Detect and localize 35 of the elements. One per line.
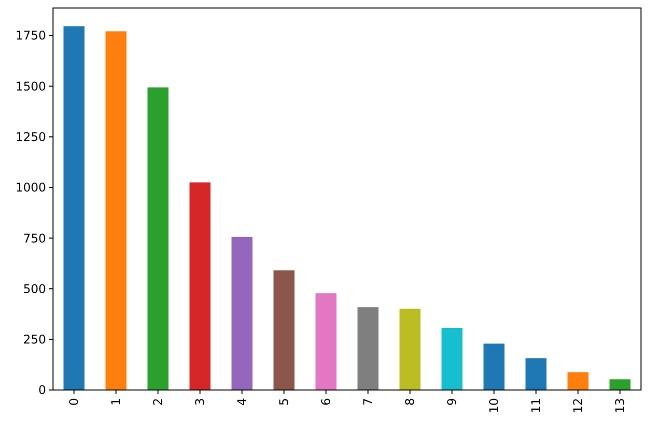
- y-tick-label: 1000: [15, 180, 46, 195]
- x-tick-label: 8: [403, 398, 418, 406]
- x-tick-label: 12: [571, 398, 586, 414]
- x-tick-label: 11: [529, 398, 544, 414]
- bar: [484, 344, 504, 390]
- bar: [442, 328, 462, 390]
- bar: [316, 293, 336, 390]
- bar: [358, 307, 378, 390]
- y-tick-label: 1750: [15, 28, 46, 43]
- bar: [274, 270, 294, 390]
- y-tick-label: 250: [23, 332, 46, 347]
- x-tick-label: 0: [67, 398, 82, 406]
- x-tick-label: 3: [193, 398, 208, 406]
- y-tick-label: 500: [23, 282, 46, 296]
- bar: [190, 182, 210, 390]
- bar: [232, 236, 252, 390]
- y-tick-label: 1250: [15, 130, 46, 144]
- bar: [526, 358, 546, 390]
- x-tick-label: 9: [445, 398, 460, 406]
- bar: [610, 379, 630, 390]
- x-tick-label: 1: [109, 398, 124, 406]
- bar: [400, 308, 420, 390]
- y-tick-label: 1500: [15, 79, 46, 94]
- x-tick-label: 13: [613, 398, 628, 414]
- x-tick-label: 6: [319, 398, 334, 406]
- bar: [64, 26, 84, 390]
- x-tick-label: 10: [487, 398, 502, 414]
- x-tick-label: 5: [277, 398, 292, 406]
- y-tick-label: 750: [23, 231, 46, 246]
- x-tick-label: 4: [235, 398, 250, 406]
- bar: [106, 31, 126, 390]
- bar: [148, 87, 168, 390]
- x-tick-label: 2: [151, 398, 166, 406]
- x-tick-label: 7: [361, 398, 376, 406]
- bar: [568, 372, 588, 390]
